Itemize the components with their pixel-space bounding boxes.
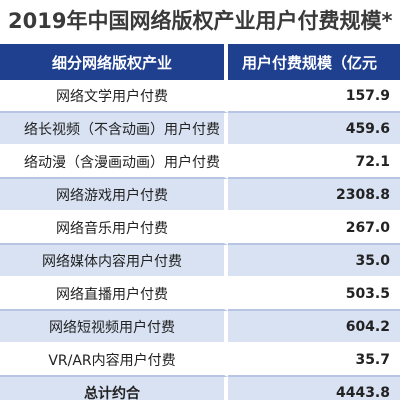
table-row: 网络直播用户付费 503.5	[0, 278, 400, 311]
table-row: 网络文学用户付费 157.9	[0, 80, 400, 113]
table-row: VR/AR内容用户付费 35.7	[0, 344, 400, 377]
row-label: VR/AR内容用户付费	[0, 344, 228, 377]
table-row: 网络短视频用户付费 604.2	[0, 311, 400, 344]
row-label: 网络媒体内容用户付费	[0, 245, 228, 278]
row-label: 络动漫（含漫画动画）用户付费	[0, 146, 228, 179]
total-value: 4443.8	[228, 377, 400, 400]
table-header-row: 细分网络版权产业 用户付费规模（亿元	[0, 44, 400, 80]
row-value: 459.6	[228, 113, 400, 146]
table-row: 络长视频（不含动画）用户付费 459.6	[0, 113, 400, 146]
row-value: 157.9	[228, 80, 400, 113]
data-table: 细分网络版权产业 用户付费规模（亿元 网络文学用户付费 157.9 络长视频（不…	[0, 44, 400, 400]
header-industry: 细分网络版权产业	[0, 44, 228, 80]
row-value: 35.0	[228, 245, 400, 278]
row-value: 604.2	[228, 311, 400, 344]
row-label: 网络音乐用户付费	[0, 212, 228, 245]
table-row: 网络音乐用户付费 267.0	[0, 212, 400, 245]
row-label: 络长视频（不含动画）用户付费	[0, 113, 228, 146]
table-row: 网络媒体内容用户付费 35.0	[0, 245, 400, 278]
header-user-payment: 用户付费规模（亿元	[228, 44, 400, 80]
page-title: 2019年中国网络版权产业用户付费规模*	[8, 9, 393, 33]
table-row: 络动漫（含漫画动画）用户付费 72.1	[0, 146, 400, 179]
row-label: 网络游戏用户付费	[0, 179, 228, 212]
table-total-row: 总计约合 4443.8	[0, 377, 400, 400]
table-row: 网络游戏用户付费 2308.8	[0, 179, 400, 212]
row-value: 267.0	[228, 212, 400, 245]
row-label: 网络短视频用户付费	[0, 311, 228, 344]
row-label: 网络文学用户付费	[0, 80, 228, 113]
row-value: 35.7	[228, 344, 400, 377]
total-label: 总计约合	[0, 377, 228, 400]
row-label: 网络直播用户付费	[0, 278, 228, 311]
row-value: 2308.8	[228, 179, 400, 212]
row-value: 72.1	[228, 146, 400, 179]
row-value: 503.5	[228, 278, 400, 311]
